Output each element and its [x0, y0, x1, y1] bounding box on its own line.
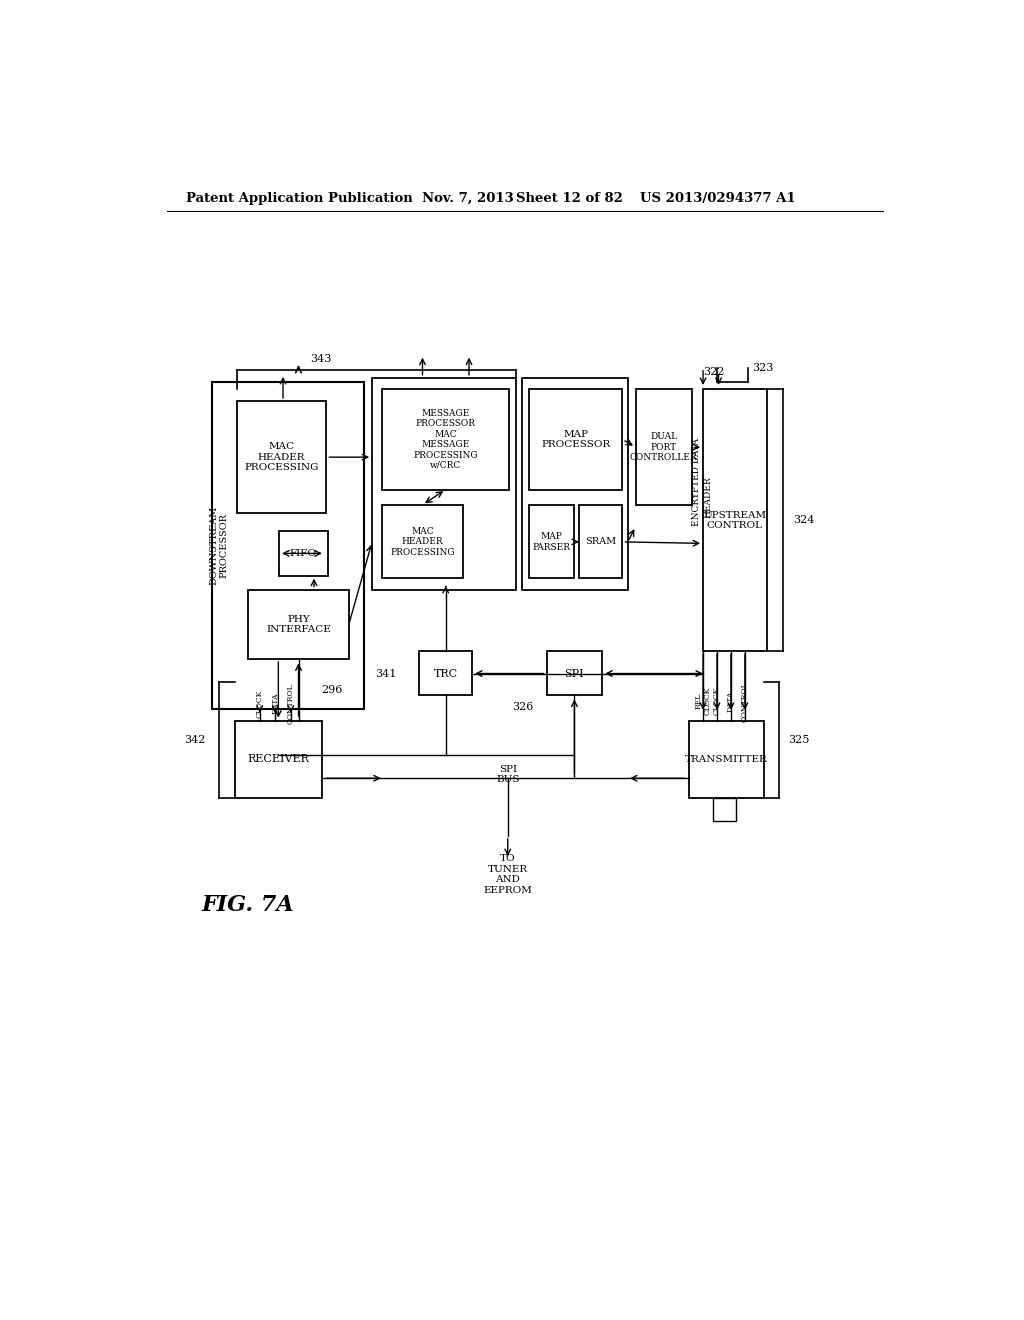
- Text: SPI
BUS: SPI BUS: [496, 764, 519, 784]
- Text: CONTROL: CONTROL: [287, 684, 295, 723]
- Text: 322: 322: [703, 367, 724, 378]
- Text: MESSAGE
PROCESSOR
MAC
MESSAGE
PROCESSING
w/CRC: MESSAGE PROCESSOR MAC MESSAGE PROCESSING…: [414, 409, 478, 470]
- Text: DOWNSTREAM
PROCESSOR: DOWNSTREAM PROCESSOR: [209, 506, 228, 585]
- Text: MAC
HEADER
PROCESSING: MAC HEADER PROCESSING: [244, 442, 318, 473]
- Text: PHY
INTERFACE: PHY INTERFACE: [266, 615, 331, 634]
- Bar: [703, 389, 767, 651]
- Text: ENCRYPTED DATA: ENCRYPTED DATA: [691, 438, 700, 525]
- Bar: [382, 389, 509, 490]
- Bar: [529, 506, 573, 578]
- Bar: [579, 506, 623, 578]
- Text: 296: 296: [322, 685, 343, 694]
- Text: TRC: TRC: [434, 668, 458, 678]
- Bar: [212, 381, 365, 709]
- Text: 341: 341: [375, 668, 396, 678]
- Text: 326: 326: [513, 702, 534, 711]
- Bar: [529, 389, 623, 490]
- Text: 342: 342: [184, 735, 206, 744]
- Text: DATA: DATA: [271, 693, 280, 714]
- Bar: [713, 797, 736, 821]
- Text: CONTROL: CONTROL: [741, 681, 749, 722]
- Bar: [521, 378, 628, 590]
- Text: SPI: SPI: [564, 668, 585, 678]
- Text: RECEIVER: RECEIVER: [248, 754, 309, 764]
- Bar: [248, 590, 349, 659]
- Bar: [372, 378, 515, 590]
- Text: Sheet 12 of 82: Sheet 12 of 82: [515, 191, 623, 205]
- Bar: [636, 389, 692, 506]
- Text: 324: 324: [793, 515, 814, 525]
- Text: DUAL
PORT
CONTROLLER: DUAL PORT CONTROLLER: [630, 432, 697, 462]
- Text: 323: 323: [752, 363, 773, 372]
- Text: FIFO: FIFO: [290, 549, 316, 558]
- Bar: [237, 401, 327, 512]
- Text: 343: 343: [310, 354, 332, 363]
- Bar: [689, 721, 764, 797]
- Text: MAP
PROCESSOR: MAP PROCESSOR: [542, 430, 610, 449]
- Text: MAP
PARSER: MAP PARSER: [532, 532, 570, 552]
- Text: SRAM: SRAM: [585, 537, 616, 546]
- Text: REL
CLOCK: REL CLOCK: [694, 688, 712, 715]
- Text: TRANSMITTER: TRANSMITTER: [685, 755, 768, 763]
- Text: TO
TUNER
AND
EEPROM: TO TUNER AND EEPROM: [483, 854, 532, 895]
- Text: CLOCK: CLOCK: [713, 688, 721, 715]
- Text: UPSTREAM
CONTROL: UPSTREAM CONTROL: [703, 511, 766, 531]
- Text: MAC
HEADER
PROCESSING: MAC HEADER PROCESSING: [390, 527, 455, 557]
- Text: Nov. 7, 2013: Nov. 7, 2013: [423, 191, 514, 205]
- Text: HEADER: HEADER: [703, 477, 713, 517]
- Bar: [547, 651, 602, 696]
- Text: 325: 325: [788, 735, 810, 744]
- Bar: [382, 506, 463, 578]
- Text: FIG. 7A: FIG. 7A: [202, 895, 295, 916]
- Text: CLOCK: CLOCK: [256, 689, 264, 718]
- Bar: [234, 721, 322, 797]
- Text: US 2013/0294377 A1: US 2013/0294377 A1: [640, 191, 795, 205]
- Bar: [420, 651, 472, 696]
- Text: DATA: DATA: [727, 690, 735, 711]
- Bar: [280, 531, 328, 576]
- Text: Patent Application Publication: Patent Application Publication: [186, 191, 413, 205]
